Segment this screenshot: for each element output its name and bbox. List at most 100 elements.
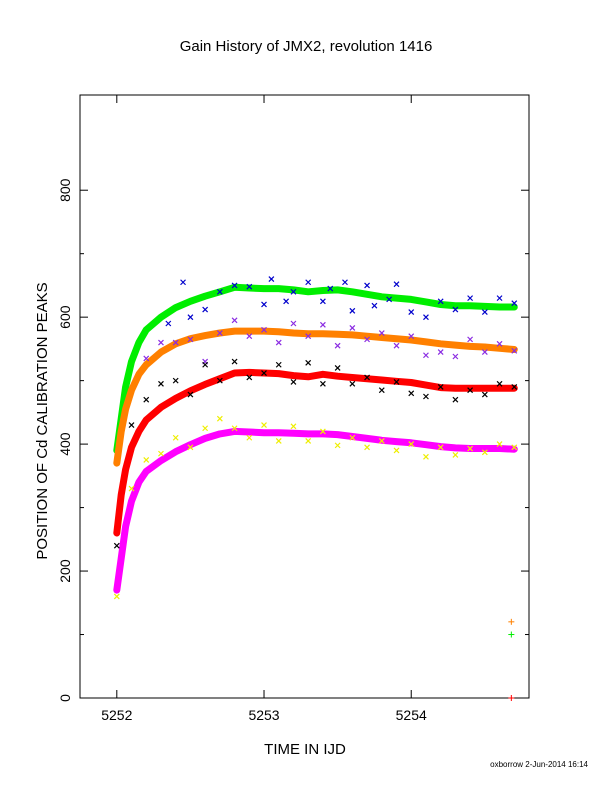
y-tick-label: 400 (57, 432, 73, 456)
data-point (481, 309, 488, 316)
data-point (202, 361, 209, 368)
data-point (378, 387, 385, 394)
data-point (305, 333, 312, 340)
x-tick-label: 5254 (396, 707, 427, 723)
data-point (364, 282, 370, 289)
series-line-1 (113, 327, 518, 467)
data-point (496, 295, 503, 302)
data-point (481, 449, 488, 456)
series-layer (113, 276, 518, 701)
data-point (319, 298, 326, 305)
x-axis-label: TIME IN IJD (264, 741, 346, 758)
data-point (393, 378, 400, 385)
data-point (261, 422, 267, 428)
data-point (290, 320, 297, 327)
data-point (467, 336, 474, 343)
data-point (231, 317, 238, 324)
data-point (408, 390, 415, 397)
data-point (216, 415, 223, 422)
x-tick-label: 5252 (101, 707, 132, 723)
data-point (128, 422, 135, 428)
data-point (349, 380, 356, 387)
y-tick-label: 800 (57, 178, 73, 202)
data-point (319, 428, 326, 435)
data-point (143, 355, 150, 362)
data-point (334, 342, 341, 349)
chart-title: Gain History of JMX2, revolution 1416 (179, 38, 433, 55)
data-point (113, 542, 120, 549)
data-point (393, 447, 400, 454)
data-point (393, 342, 400, 349)
data-point (408, 441, 415, 448)
data-point (481, 349, 488, 355)
data-point (275, 438, 282, 444)
data-point (511, 384, 518, 390)
data-point (180, 279, 186, 286)
data-point (327, 285, 334, 292)
data-point (158, 339, 164, 346)
data-point (342, 279, 348, 286)
data-point (305, 279, 312, 286)
data-point (143, 396, 150, 403)
plus-marker (508, 618, 515, 625)
footer-credit: oxborrow 2-Jun-2014 16:14 (490, 760, 588, 769)
plus-marker (508, 695, 515, 701)
data-point (231, 358, 238, 365)
data-point (393, 281, 400, 288)
data-point (187, 314, 194, 321)
series-line-0 (113, 283, 518, 454)
data-point (408, 333, 415, 340)
data-point (319, 380, 326, 387)
data-point (364, 374, 370, 381)
data-point (261, 326, 267, 333)
data-point (305, 438, 312, 444)
data-point (386, 296, 393, 303)
data-point (268, 276, 275, 282)
data-point (437, 349, 444, 355)
x-tick-label: 5253 (248, 707, 279, 723)
data-point (423, 393, 429, 400)
data-point (319, 321, 326, 328)
data-point (496, 380, 503, 387)
data-point (172, 377, 179, 384)
data-point (261, 370, 267, 376)
data-point (452, 396, 459, 403)
data-point (496, 340, 503, 347)
data-point (423, 352, 429, 359)
data-point (467, 295, 474, 302)
data-point (334, 442, 341, 449)
data-point (371, 302, 378, 309)
data-point (165, 320, 172, 327)
plot-frame (79, 94, 530, 699)
data-point (452, 451, 459, 458)
data-point (143, 457, 150, 463)
data-point (511, 300, 518, 307)
data-point (231, 282, 238, 289)
data-point (452, 306, 459, 313)
data-point (437, 298, 444, 305)
axis-ticks: 5252 5253 5254 0 200 400 600 800 (57, 95, 529, 723)
data-point (378, 330, 385, 336)
data-point (216, 288, 223, 295)
y-axis-label: POSITION OF Cd CALIBRATION PEAKS (34, 282, 51, 559)
data-point (437, 384, 444, 390)
data-point (246, 333, 253, 340)
data-point (246, 374, 253, 381)
y-tick-label: 600 (57, 305, 73, 329)
data-point (349, 325, 356, 331)
data-point (408, 309, 415, 316)
data-point (246, 283, 253, 290)
data-point (511, 444, 518, 451)
data-point (481, 391, 488, 398)
data-point (423, 453, 429, 460)
data-point (452, 353, 459, 360)
data-point (511, 347, 518, 354)
data-point (349, 307, 356, 314)
data-point (246, 434, 253, 441)
data-point (187, 336, 194, 343)
data-point (275, 339, 282, 346)
data-point (334, 365, 341, 371)
data-point (128, 485, 135, 492)
data-point (283, 298, 290, 305)
